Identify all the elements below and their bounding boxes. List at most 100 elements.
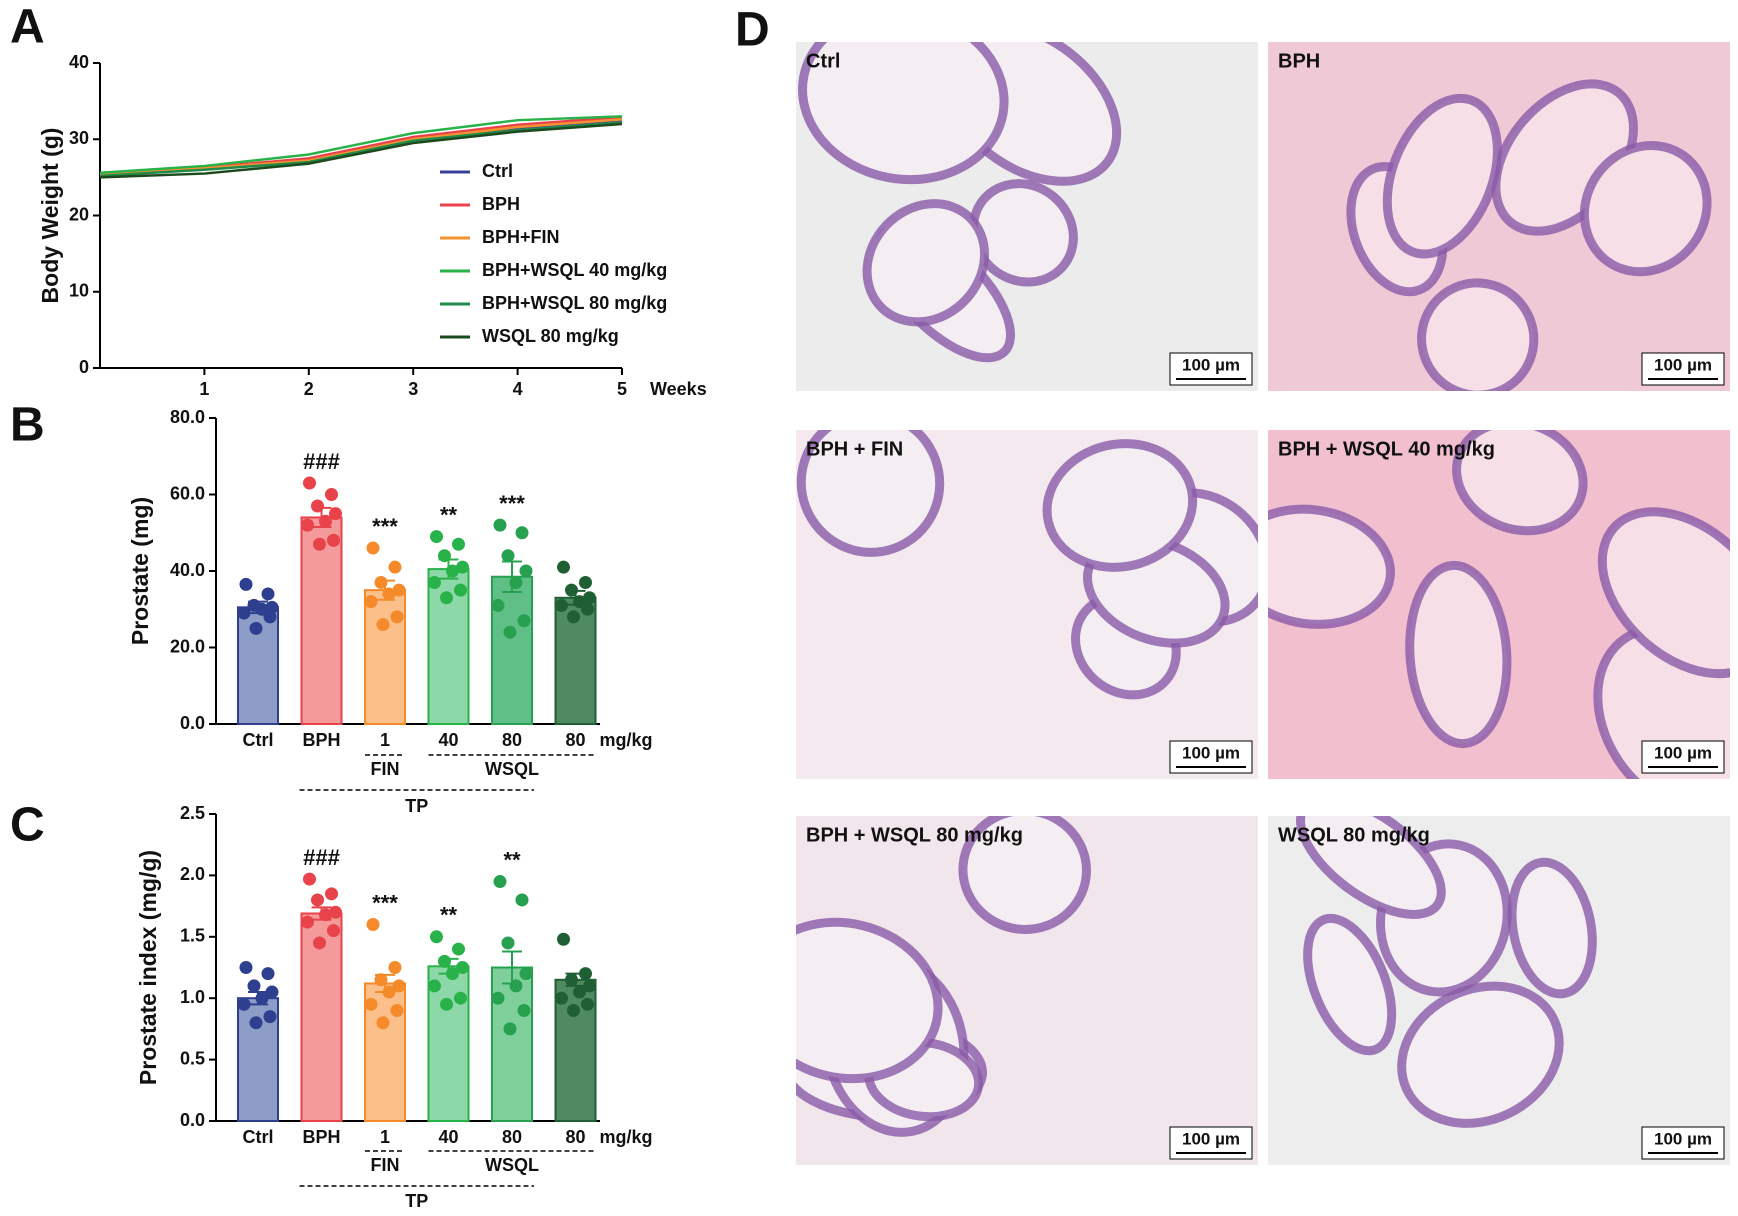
bar xyxy=(300,912,343,1123)
data-point xyxy=(446,967,459,981)
panel-title: WSQL 80 mg/kg xyxy=(1278,824,1430,846)
gland xyxy=(1507,857,1597,999)
data-point xyxy=(374,575,388,589)
gland xyxy=(1417,278,1539,391)
data-point xyxy=(503,1022,517,1036)
tissue xyxy=(1295,816,1597,1128)
data-point xyxy=(319,514,332,528)
histology-panel: BPH + WSQL 40 mg/kg 100 µm xyxy=(1268,430,1730,779)
x-tick-label: 1 xyxy=(380,730,390,750)
legend-label: BPH+WSQL 80 mg/kg xyxy=(482,293,667,313)
data-point xyxy=(261,967,275,981)
data-point xyxy=(366,541,380,555)
y-tick-label: 30 xyxy=(69,128,89,148)
unit-label: mg/kg xyxy=(600,730,653,750)
data-point xyxy=(440,997,453,1011)
significance-label: *** xyxy=(372,514,398,539)
data-point xyxy=(446,564,459,578)
data-point xyxy=(509,575,523,589)
data-point xyxy=(515,526,529,540)
x-tick-label: Ctrl xyxy=(243,1127,274,1147)
data-point xyxy=(329,507,342,521)
data-point xyxy=(583,979,596,993)
data-point xyxy=(303,872,316,886)
data-point xyxy=(555,991,568,1005)
data-point xyxy=(247,979,261,993)
data-point xyxy=(376,618,390,632)
bar xyxy=(300,516,343,726)
significance-label: *** xyxy=(372,890,398,915)
group-label: FIN xyxy=(371,1155,400,1175)
data-point xyxy=(452,942,465,956)
gland xyxy=(1405,560,1512,749)
data-point xyxy=(390,610,404,624)
gland xyxy=(1295,816,1446,919)
x-tick-label: 80 xyxy=(565,730,585,750)
data-point xyxy=(237,606,251,620)
data-point xyxy=(376,1016,390,1030)
scale-bar-label: 100 µm xyxy=(1182,1129,1240,1148)
y-axis-title: Prostate (mg) xyxy=(127,497,153,645)
data-point xyxy=(456,560,469,574)
data-point xyxy=(382,985,396,999)
data-point xyxy=(430,530,443,544)
data-point xyxy=(428,575,441,589)
gland xyxy=(1597,507,1730,679)
panel-letter: D xyxy=(735,4,770,57)
data-point xyxy=(327,924,340,938)
y-axis-title: Prostate index (mg/g) xyxy=(135,850,161,1085)
legend-label: BPH+FIN xyxy=(482,227,560,247)
y-tick-label: 0.5 xyxy=(180,1048,205,1068)
y-tick-label: 40.0 xyxy=(170,560,205,580)
significance-label: *** xyxy=(499,491,525,516)
x-tick-label: 40 xyxy=(438,1127,458,1147)
y-tick-label: 0 xyxy=(79,357,89,377)
series-line xyxy=(99,118,623,176)
significance-label: ** xyxy=(503,847,521,872)
gland xyxy=(1452,430,1588,536)
significance-label: ### xyxy=(303,449,340,474)
tissue xyxy=(1268,430,1730,779)
histology-panel: WSQL 80 mg/kg 100 µm xyxy=(1268,816,1730,1165)
data-point xyxy=(364,595,378,609)
data-point xyxy=(555,598,568,612)
y-axis-title: Body Weight (g) xyxy=(37,128,63,304)
x-tick-label: 1 xyxy=(199,379,209,399)
panel-title: BPH + WSQL 40 mg/kg xyxy=(1278,438,1495,460)
data-point xyxy=(301,915,314,929)
gland xyxy=(862,199,990,327)
data-point xyxy=(438,549,451,563)
data-point xyxy=(392,583,406,597)
y-tick-label: 0.0 xyxy=(180,1110,205,1130)
y-tick-label: 10 xyxy=(69,281,89,301)
data-point xyxy=(565,973,578,987)
group-label: WSQL xyxy=(485,1155,539,1175)
data-point xyxy=(265,985,279,999)
y-tick-label: 1.0 xyxy=(180,987,205,1007)
legend-label: BPH+WSQL 40 mg/kg xyxy=(482,260,667,280)
data-point xyxy=(452,537,465,551)
data-point xyxy=(501,549,515,563)
y-tick-label: 80.0 xyxy=(170,407,205,427)
data-point xyxy=(263,610,277,624)
histology-panel: BPH + WSQL 80 mg/kg 100 µm xyxy=(796,816,1258,1165)
data-point xyxy=(581,602,594,616)
data-point xyxy=(517,1003,531,1017)
gland xyxy=(968,179,1078,287)
x-tick-label: 1 xyxy=(380,1127,390,1147)
group-label: WSQL xyxy=(485,759,539,779)
y-tick-label: 20.0 xyxy=(170,636,205,656)
gland xyxy=(798,42,1009,185)
data-point xyxy=(374,973,388,987)
x-tick-label: 80 xyxy=(565,1127,585,1147)
data-point xyxy=(364,997,378,1011)
bar xyxy=(364,982,406,1122)
data-point xyxy=(519,564,533,578)
gland xyxy=(796,430,945,557)
legend-label: Ctrl xyxy=(482,161,513,181)
data-point xyxy=(456,961,469,974)
panel-title: Ctrl xyxy=(806,50,840,72)
x-tick-label: 5 xyxy=(617,379,627,399)
tissue xyxy=(796,430,1258,700)
